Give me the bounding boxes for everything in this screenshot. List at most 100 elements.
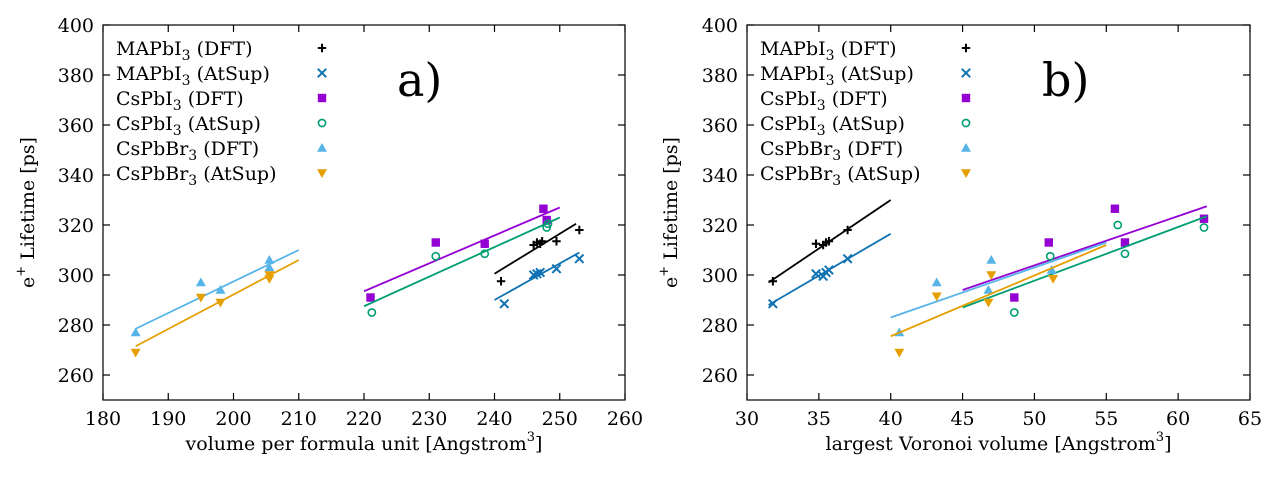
data-point — [811, 268, 821, 279]
y-tick-label: 340 — [58, 165, 94, 187]
legend-series-suffix: (AtSup) — [841, 163, 920, 185]
legend-series-sub: 3 — [182, 73, 191, 89]
data-point — [1199, 223, 1209, 232]
data-point — [499, 298, 510, 309]
legend-series-name: CsPbI — [760, 113, 817, 135]
data-point — [767, 298, 778, 309]
y-axis-label-sup: + — [14, 266, 29, 277]
legend-series-name: CsPbI — [116, 113, 173, 135]
legend-entry-label: CsPbI3 (DFT) — [116, 88, 244, 114]
legend-series-name: CsPbBr — [116, 138, 189, 160]
data-point — [842, 253, 853, 264]
x-axis-label-end: ] — [535, 433, 542, 455]
legend-series-suffix: (DFT) — [197, 138, 259, 160]
y-tick-label: 260 — [702, 365, 738, 387]
legend-marker — [317, 93, 327, 103]
x-tick-label: 230 — [411, 408, 447, 430]
legend-series-suffix: (DFT) — [835, 38, 897, 60]
data-point — [983, 298, 994, 308]
data-point — [843, 225, 852, 235]
x-tick-label: 60 — [1166, 408, 1190, 430]
legend-marker — [317, 118, 327, 128]
legend-entry-label: MAPbI3 (AtSup) — [116, 63, 270, 89]
legend-series-suffix: (AtSup) — [835, 63, 914, 85]
legend-series-suffix: (AtSup) — [182, 113, 261, 135]
legend-series-sub: 3 — [173, 98, 182, 114]
y-axis-label-sup: + — [657, 266, 672, 277]
series-5 — [130, 259, 300, 358]
legend-series-suffix: (DFT) — [841, 138, 903, 160]
x-tick-label: 35 — [807, 408, 831, 430]
fit-line — [363, 216, 561, 308]
series-2 — [962, 204, 1209, 302]
chart-panel-b: 30 35 40 45 50 55 60 65 260 280 300 320 340 360 380 400… — [657, 15, 1262, 455]
y-tick-label: 360 — [702, 115, 738, 137]
fit-line — [363, 206, 561, 293]
x-axis-label-text: volume per formula unit [Angstrom — [185, 433, 527, 455]
data-point — [575, 225, 584, 235]
legend-marker — [961, 43, 971, 53]
legend-entry-label: CsPbI3 (AtSup) — [760, 113, 905, 139]
panel-label: b) — [1042, 53, 1089, 107]
data-point — [824, 237, 834, 246]
legend-series-sub: 3 — [817, 98, 826, 114]
data-point — [366, 293, 375, 302]
data-point — [264, 255, 275, 264]
y-axis-label-text: e — [17, 277, 39, 288]
legend-entry-label: CsPbBr3 (DFT) — [760, 138, 903, 164]
legend-marker — [317, 68, 327, 78]
x-axis-label: volume per formula unit [Angstrom3] — [185, 430, 543, 455]
y-axis-label-text: e — [660, 277, 682, 288]
legend-series-sub: 3 — [188, 173, 197, 189]
legend-series-name: MAPbI — [760, 63, 826, 85]
x-tick-label: 210 — [281, 408, 317, 430]
data-point — [195, 277, 206, 287]
x-tick-label: 50 — [1022, 408, 1046, 430]
legend-entry-label: MAPbI3 (DFT) — [116, 38, 253, 64]
data-point — [983, 285, 994, 294]
y-axis-label-end: Lifetime [ps] — [660, 137, 682, 266]
data-point — [195, 293, 206, 303]
x-tick-label: 180 — [85, 408, 121, 430]
y-tick-label: 320 — [58, 215, 94, 237]
data-point — [986, 255, 997, 264]
legend-series-suffix: (DFT) — [182, 88, 244, 110]
series-4 — [130, 249, 300, 337]
x-tick-label: 250 — [542, 408, 578, 430]
y-tick-label: 300 — [702, 265, 738, 287]
data-point — [130, 327, 141, 337]
y-tick-label: 260 — [58, 365, 94, 387]
legend-marker — [317, 43, 327, 53]
legend-marker — [961, 169, 971, 178]
legend-entry-label: CsPbI3 (AtSup) — [116, 113, 261, 139]
x-tick-label: 260 — [607, 408, 643, 430]
legend-series-suffix: (AtSup) — [826, 113, 905, 135]
fit-line — [890, 244, 1107, 338]
data-point — [574, 253, 585, 264]
x-tick-label: 200 — [215, 408, 251, 430]
fit-line — [962, 215, 1208, 309]
data-point — [768, 277, 778, 286]
legend-series-sub: 3 — [817, 123, 826, 139]
y-tick-label: 340 — [702, 165, 738, 187]
data-point — [480, 249, 490, 259]
y-tick-label: 280 — [702, 315, 738, 337]
legend-series-name: CsPbBr — [760, 163, 833, 185]
x-axis-label-sup: 3 — [1156, 430, 1164, 445]
x-tick-label: 220 — [346, 408, 382, 430]
data-point — [1110, 204, 1120, 213]
data-point — [215, 285, 226, 294]
y-tick-label: 280 — [58, 315, 94, 337]
fit-line — [962, 205, 1208, 291]
data-point — [1199, 214, 1209, 223]
data-point — [264, 262, 275, 272]
y-tick-label: 360 — [58, 115, 94, 137]
fit-line — [135, 249, 300, 330]
legend-series-suffix: (DFT) — [826, 88, 888, 110]
legend-entry-label: CsPbI3 (DFT) — [760, 88, 888, 114]
data-point — [543, 219, 553, 229]
data-point — [931, 292, 942, 302]
x-tick-label: 65 — [1238, 408, 1262, 430]
legend-series-name: MAPbI — [760, 38, 826, 60]
y-tick-label: 400 — [58, 15, 94, 37]
